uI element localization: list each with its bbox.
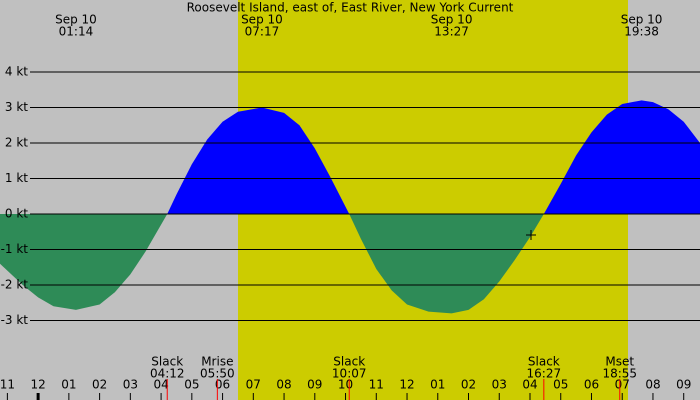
event-name: Slack: [333, 355, 365, 369]
x-tick-label: 12: [399, 378, 414, 392]
x-tick-label: 02: [461, 378, 476, 392]
event-time: 10:07: [332, 367, 367, 381]
x-tick-label: 11: [369, 378, 384, 392]
peak-time: 07:17: [245, 25, 280, 39]
event-time: 16:27: [527, 367, 562, 381]
x-tick-label: 03: [123, 378, 138, 392]
y-tick-label: 2 kt: [5, 136, 28, 150]
x-tick-label: 12: [30, 378, 45, 392]
peak-date: Sep 10: [55, 13, 97, 27]
peak-date: Sep 10: [431, 13, 473, 27]
flood-area: [167, 107, 350, 214]
x-tick-label: 06: [215, 378, 230, 392]
y-tick-label: 4 kt: [5, 65, 28, 79]
x-tick-label: 07: [615, 378, 630, 392]
peak-date: Sep 10: [241, 13, 283, 27]
event-name: Mrise: [201, 355, 233, 369]
y-tick-label: 1 kt: [5, 171, 28, 185]
x-tick-label: 05: [184, 378, 199, 392]
x-tick-label: 08: [276, 378, 291, 392]
ebb-area: [0, 214, 168, 310]
peak-time: 01:14: [59, 25, 94, 39]
chart-title: Roosevelt Island, east of, East River, N…: [187, 1, 514, 15]
y-tick-label: -3 kt: [1, 313, 29, 327]
x-tick-label: 06: [584, 378, 599, 392]
x-tick-label: 08: [645, 378, 660, 392]
x-tick-label: 05: [553, 378, 568, 392]
x-tick-label: 09: [676, 378, 691, 392]
event-name: Mset: [605, 355, 634, 369]
y-tick-label: 3 kt: [5, 100, 28, 114]
peak-date: Sep 10: [621, 13, 663, 27]
event-time: 18:55: [602, 367, 637, 381]
x-tick-label: 01: [61, 378, 76, 392]
y-tick-label: 0 kt: [5, 207, 28, 221]
x-tick-label: 02: [92, 378, 107, 392]
x-tick-label: 07: [246, 378, 261, 392]
peak-time: 19:38: [624, 25, 659, 39]
x-tick-label: 03: [492, 378, 507, 392]
x-tick-label: 04: [522, 378, 537, 392]
x-tick-label: 09: [307, 378, 322, 392]
x-tick-label: 01: [430, 378, 445, 392]
event-name: Slack: [528, 355, 560, 369]
event-time: 04:12: [150, 367, 185, 381]
y-tick-label: -2 kt: [1, 278, 29, 292]
event-name: Slack: [151, 355, 183, 369]
y-tick-label: -1 kt: [1, 242, 29, 256]
event-time: 05:50: [200, 367, 235, 381]
x-tick-label: 04: [153, 378, 168, 392]
ebb-area: [349, 214, 544, 314]
peak-time: 13:27: [434, 25, 469, 39]
now-marker: [526, 230, 536, 240]
x-tick-label: 11: [0, 378, 15, 392]
flood-area: [543, 100, 700, 214]
